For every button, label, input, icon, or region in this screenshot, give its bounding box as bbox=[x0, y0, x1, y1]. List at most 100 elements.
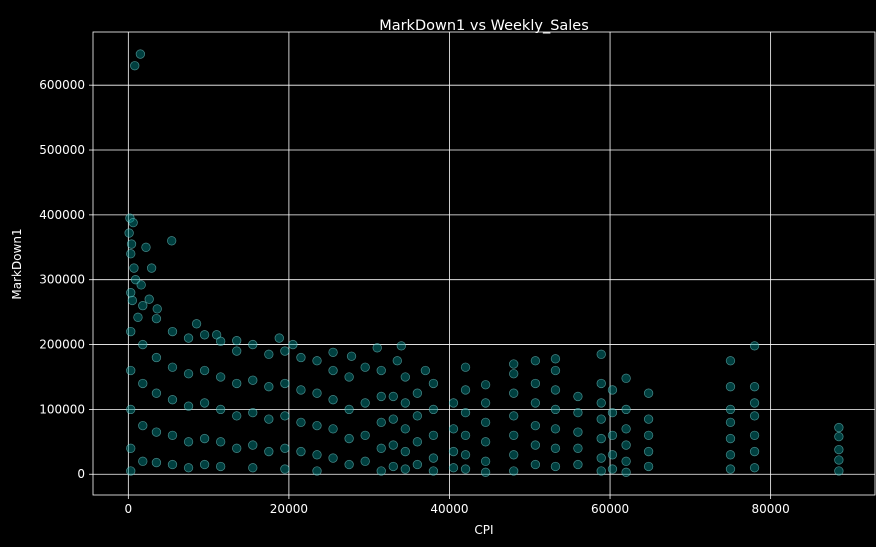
data-point bbox=[248, 375, 258, 385]
data-point bbox=[530, 440, 541, 450]
plot-frame bbox=[92, 31, 876, 496]
data-point bbox=[573, 443, 583, 453]
data-point bbox=[749, 382, 760, 392]
data-point bbox=[643, 388, 654, 398]
data-point bbox=[344, 433, 354, 444]
data-point bbox=[550, 385, 561, 395]
y-axis-ticks: 0 100000 200000 300000 400000 500000 600000 bbox=[39, 78, 93, 481]
data-point bbox=[232, 336, 242, 346]
data-point bbox=[274, 333, 284, 343]
y-tick-label: 300000 bbox=[39, 273, 85, 287]
data-point bbox=[834, 455, 844, 465]
data-point bbox=[643, 414, 654, 424]
data-point bbox=[216, 372, 226, 382]
data-point bbox=[573, 459, 583, 470]
data-point bbox=[232, 443, 242, 453]
data-point bbox=[312, 450, 322, 460]
data-point bbox=[127, 295, 137, 306]
data-point bbox=[296, 352, 306, 363]
data-point bbox=[725, 433, 736, 444]
data-point bbox=[141, 242, 151, 252]
data-point bbox=[412, 437, 423, 447]
data-point bbox=[400, 424, 410, 434]
data-point bbox=[126, 249, 136, 259]
data-point bbox=[376, 443, 386, 453]
data-point bbox=[360, 456, 370, 466]
data-point bbox=[725, 464, 736, 474]
data-point bbox=[264, 349, 274, 359]
data-point bbox=[412, 411, 423, 421]
data-point bbox=[621, 456, 631, 466]
data-point bbox=[428, 430, 439, 440]
data-point bbox=[138, 378, 148, 389]
data-point bbox=[280, 378, 290, 389]
data-point bbox=[199, 433, 210, 444]
data-point bbox=[400, 446, 410, 457]
data-point bbox=[596, 414, 606, 424]
data-point bbox=[834, 431, 844, 442]
data-point bbox=[135, 49, 146, 59]
data-point bbox=[725, 382, 736, 392]
data-point bbox=[232, 411, 242, 421]
data-point bbox=[509, 466, 519, 476]
data-point bbox=[621, 440, 631, 450]
data-point bbox=[400, 464, 410, 474]
data-point bbox=[167, 236, 177, 246]
data-point bbox=[191, 319, 202, 329]
data-point bbox=[264, 414, 274, 424]
data-point bbox=[124, 228, 134, 238]
data-point bbox=[460, 430, 471, 440]
data-point bbox=[296, 385, 306, 395]
data-point bbox=[448, 398, 459, 408]
data-point bbox=[152, 304, 162, 314]
data-point bbox=[530, 378, 541, 389]
data-point bbox=[151, 388, 162, 398]
data-point bbox=[183, 333, 194, 343]
data-point bbox=[138, 300, 148, 311]
data-point bbox=[550, 404, 561, 415]
data-point bbox=[392, 356, 402, 366]
data-point bbox=[151, 457, 162, 468]
data-point bbox=[199, 459, 210, 470]
data-point bbox=[607, 450, 618, 460]
data-point bbox=[725, 417, 736, 428]
data-point bbox=[146, 263, 157, 273]
data-point bbox=[248, 463, 258, 473]
data-point bbox=[400, 372, 410, 382]
data-point bbox=[280, 443, 290, 453]
y-tick-label: 200000 bbox=[39, 338, 85, 352]
data-point bbox=[136, 280, 146, 290]
data-point bbox=[376, 466, 386, 476]
data-point bbox=[312, 466, 322, 476]
data-point bbox=[621, 467, 631, 477]
data-point bbox=[280, 346, 290, 356]
data-point bbox=[328, 347, 338, 357]
data-point bbox=[480, 437, 491, 447]
data-point bbox=[167, 395, 178, 405]
data-point bbox=[749, 430, 760, 440]
data-point bbox=[448, 463, 459, 473]
y-tick-label: 600000 bbox=[39, 78, 85, 92]
data-point bbox=[138, 456, 148, 466]
x-tick-label: 60000 bbox=[591, 502, 629, 516]
x-tick-label: 40000 bbox=[430, 502, 468, 516]
data-point bbox=[573, 427, 583, 437]
data-point bbox=[428, 466, 439, 476]
data-point bbox=[167, 362, 178, 372]
data-point bbox=[388, 391, 398, 402]
x-axis-title: CPI bbox=[474, 523, 493, 537]
x-tick-label: 80000 bbox=[752, 502, 790, 516]
data-point bbox=[126, 288, 136, 298]
data-point bbox=[428, 453, 439, 463]
data-point bbox=[360, 398, 370, 408]
data-point bbox=[388, 440, 398, 450]
y-tick-label: 500000 bbox=[39, 143, 85, 157]
data-point bbox=[288, 339, 298, 350]
data-point bbox=[183, 463, 194, 473]
data-point bbox=[509, 359, 519, 369]
data-point bbox=[264, 382, 274, 392]
data-point bbox=[312, 420, 322, 431]
data-point bbox=[280, 464, 290, 474]
